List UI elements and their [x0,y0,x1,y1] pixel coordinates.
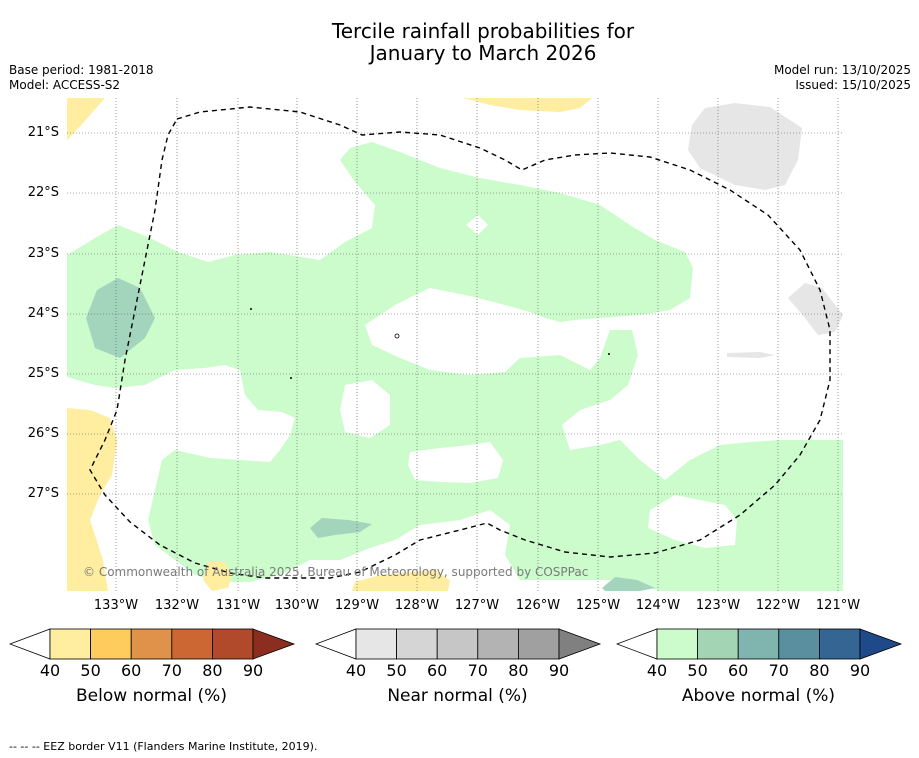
run-info: Model run: 13/10/2025 Issued: 15/10/2025 [774,63,911,93]
colorbar-tick-label: 60 [728,661,749,680]
latitude-label: 25°S [27,366,59,381]
colorbar-swatch [396,628,438,660]
colorbar-swatch [49,628,91,660]
latitude-label: 22°S [27,185,59,200]
longitude-label: 133°W [93,598,139,613]
colorbar-swatch [778,628,820,660]
longitude-label: 122°W [755,598,801,613]
colorbar-title: Below normal (%) [76,686,227,706]
colorbar-tick-label: 50 [386,661,407,680]
latitude-label: 21°S [27,125,59,140]
base-info: Base period: 1981-2018 Model: ACCESS-S2 [9,63,154,93]
latitude-label: 27°S [27,486,59,501]
colorbar-swatch [818,628,861,660]
longitude-label: 123°W [695,598,741,613]
title-line-1: Tercile rainfall probabilities for [331,19,635,43]
colorbar-extend-low [9,628,51,660]
below-normal-region [67,408,117,591]
colorbar-title: Near normal (%) [387,686,528,706]
base-period: Base period: 1981-2018 [9,63,154,77]
latitude-label: 26°S [27,426,59,441]
colorbar-tick-label: 90 [849,661,871,680]
longitude-label: 128°W [394,598,440,613]
above-normal-region [67,142,843,591]
colorbar-swatch [211,628,254,660]
chart-title: Tercile rainfall probabilities for Janua… [0,20,919,64]
map-layers [67,98,843,591]
longitude-label: 129°W [334,598,380,613]
colorbar-swatch [517,628,560,660]
colorbar-swatch [130,628,173,660]
below-normal-region [203,562,232,591]
longitude-label: 132°W [154,598,200,613]
model-name: Model: ACCESS-S2 [9,78,121,92]
colorbar-swatch [737,628,780,660]
below-normal-region [67,98,105,140]
below-normal-region [352,570,450,591]
colorbar-tick-label: 70 [768,661,789,680]
longitude-label: 124°W [635,598,681,613]
colorbar-swatch [697,628,739,660]
near-normal-region [788,283,843,335]
colorbar-swatches [616,628,903,660]
longitude-label: 130°W [274,598,320,613]
colorbar-swatch [171,628,213,660]
colorbar-tick-label: 90 [548,661,570,680]
colorbar-extend-high [859,628,903,660]
colorbar-title: Above normal (%) [681,686,836,706]
colorbar-tick-label: 80 [508,661,529,680]
longitude-label: 131°W [215,598,261,613]
copyright-notice: © Commonwealth of Australia 2025, Bureau… [83,565,589,579]
colorbar-tick-label: 90 [242,661,264,680]
latitude-label: 24°S [27,306,59,321]
near-normal-region [688,103,802,190]
island-marker [608,353,610,355]
colorbar-extend-low [616,628,658,660]
below-normal-region [463,98,592,112]
longitude-label: 121°W [815,598,861,613]
latitude-label: 23°S [27,246,59,261]
near-normal-region [727,352,775,358]
colorbar-tick-label: 70 [161,661,182,680]
colorbar-swatch [90,628,132,660]
colorbar-extend-high [558,628,602,660]
colorbar-swatch [436,628,479,660]
above-normal-60-patch [602,577,655,591]
colorbar-swatches [315,628,602,660]
longitude-label: 127°W [454,598,500,613]
colorbar-tick-label: 40 [345,661,367,680]
colorbar-swatch [355,628,397,660]
colorbar-swatches [9,628,296,660]
colorbar-tick-label: 80 [202,661,223,680]
longitude-label: 125°W [575,598,621,613]
longitude-label: 126°W [515,598,561,613]
model-run: Model run: 13/10/2025 [773,63,911,77]
footnote: -- -- -- EEZ border V11 (Flanders Marine… [9,740,318,753]
colorbar-tick-label: 70 [467,661,488,680]
colorbar-extend-low [315,628,357,660]
colorbar-tick-label: 40 [39,661,61,680]
colorbar-extend-high [252,628,296,660]
colorbar-swatch [656,628,698,660]
colorbar-tick-label: 60 [121,661,142,680]
island-marker [290,377,292,379]
issued-date: Issued: 15/10/2025 [795,78,911,92]
island-marker [250,308,252,310]
title-line-2: January to March 2026 [369,41,597,65]
colorbar-tick-label: 50 [687,661,708,680]
colorbar-tick-label: 60 [427,661,448,680]
colorbar-swatch [477,628,519,660]
colorbar-tick-label: 50 [80,661,101,680]
above-normal-60-patch [310,518,372,538]
eez-border [89,106,831,579]
island-marker [394,333,400,339]
graticule [67,98,843,591]
colorbar-tick-label: 80 [809,661,830,680]
colorbar-tick-label: 40 [646,661,668,680]
